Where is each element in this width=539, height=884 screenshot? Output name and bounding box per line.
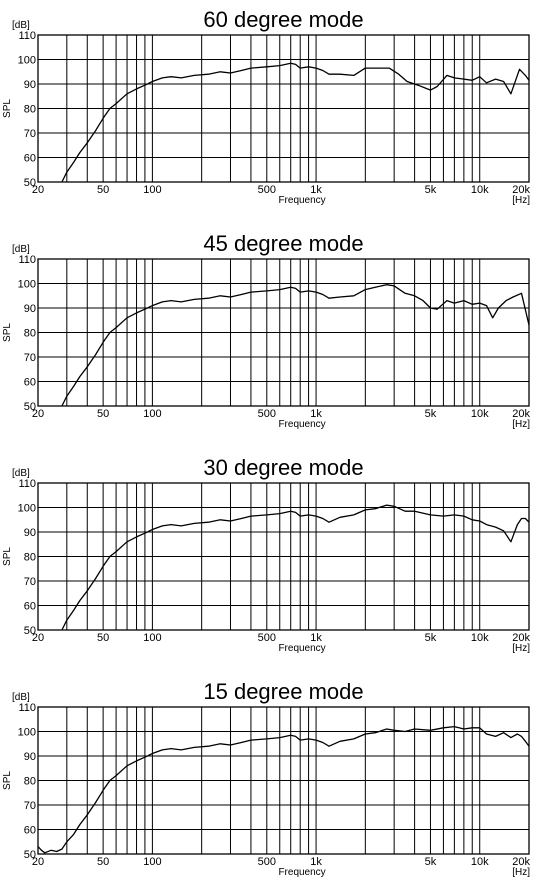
y-tick-label: 70 (24, 800, 36, 812)
spl-curve (37, 725, 530, 854)
x-axis-label: Frequency (278, 195, 325, 206)
x-tick-label: 1k (310, 184, 322, 196)
y-tick-label: 100 (18, 279, 36, 291)
horizontal-gridlines (38, 706, 529, 855)
x-unit-label: [Hz] (512, 419, 530, 430)
x-tick-label: 20 (32, 856, 44, 868)
y-tick-label: 110 (18, 478, 36, 490)
x-axis-label: Frequency (278, 419, 325, 430)
y-tick-label: 90 (24, 527, 36, 539)
y-tick-label: 90 (24, 79, 36, 91)
y-tick-label: 50 (24, 625, 36, 637)
x-tick-label: 10k (471, 408, 489, 420)
x-tick-label: 20 (32, 408, 44, 420)
y-tick-label: 90 (24, 303, 36, 315)
x-tick-label: 100 (143, 632, 161, 644)
x-tick-label: 5k (425, 408, 437, 420)
x-tick-label: 20 (32, 632, 44, 644)
chart-title: 15 degree mode (203, 679, 363, 704)
y-axis-label: SPL (2, 771, 13, 790)
x-tick-label: 50 (97, 184, 109, 196)
plot-frame (37, 706, 530, 855)
y-tick-label: 70 (24, 128, 36, 140)
y-tick-label: 70 (24, 576, 36, 588)
x-tick-label: 20 (32, 184, 44, 196)
y-unit-label: [dB] (12, 468, 30, 479)
y-tick-label: 70 (24, 352, 36, 364)
y-tick-label: 110 (18, 254, 36, 266)
x-tick-label: 50 (97, 408, 109, 420)
horizontal-gridlines (38, 34, 529, 183)
y-tick-label: 80 (24, 776, 36, 788)
y-tick-label: 90 (24, 751, 36, 763)
chart-title: 45 degree mode (203, 231, 363, 256)
x-tick-label: 100 (143, 856, 161, 868)
x-tick-label: 20k (512, 184, 530, 196)
x-axis-label: Frequency (278, 867, 325, 878)
chart-title: 60 degree mode (203, 7, 363, 32)
y-tick-label: 110 (18, 30, 36, 42)
y-unit-label: [dB] (12, 20, 30, 31)
y-tick-label: 60 (24, 825, 36, 837)
y-tick-label: 50 (24, 177, 36, 189)
y-tick-label: 100 (18, 727, 36, 739)
y-unit-label: [dB] (12, 692, 30, 703)
plot-frame (37, 482, 530, 631)
y-tick-label: 50 (24, 849, 36, 861)
horizontal-gridlines (38, 258, 529, 407)
x-unit-label: [Hz] (512, 643, 530, 654)
x-tick-label: 20k (512, 408, 530, 420)
y-tick-label: 50 (24, 401, 36, 413)
y-unit-label: [dB] (12, 244, 30, 255)
y-axis-label: SPL (2, 323, 13, 342)
x-tick-label: 50 (97, 632, 109, 644)
y-tick-label: 60 (24, 601, 36, 613)
y-tick-label: 110 (18, 702, 36, 714)
x-tick-label: 500 (258, 632, 276, 644)
x-tick-label: 500 (258, 408, 276, 420)
spl-curve (61, 62, 530, 183)
y-tick-label: 80 (24, 552, 36, 564)
y-tick-label: 80 (24, 328, 36, 340)
x-tick-label: 100 (143, 184, 161, 196)
y-tick-label: 60 (24, 377, 36, 389)
y-tick-label: 100 (18, 503, 36, 515)
x-tick-label: 20k (512, 632, 530, 644)
x-tick-label: 20k (512, 856, 530, 868)
x-tick-label: 1k (310, 408, 322, 420)
x-tick-label: 10k (471, 632, 489, 644)
x-tick-label: 5k (425, 856, 437, 868)
y-axis-label: SPL (2, 99, 13, 118)
plot-frame (37, 34, 530, 183)
x-tick-label: 500 (258, 856, 276, 868)
x-tick-label: 10k (471, 184, 489, 196)
x-tick-label: 1k (310, 632, 322, 644)
horizontal-gridlines (38, 482, 529, 631)
x-unit-label: [Hz] (512, 867, 530, 878)
spl-curve (61, 504, 530, 631)
y-tick-label: 100 (18, 55, 36, 67)
x-tick-label: 1k (310, 856, 322, 868)
plot-frame (37, 258, 530, 407)
chart-title: 30 degree mode (203, 455, 363, 480)
x-unit-label: [Hz] (512, 195, 530, 206)
y-axis-label: SPL (2, 547, 13, 566)
y-tick-label: 60 (24, 153, 36, 165)
x-axis-label: Frequency (278, 643, 325, 654)
x-tick-label: 5k (425, 632, 437, 644)
x-tick-label: 100 (143, 408, 161, 420)
y-tick-label: 80 (24, 104, 36, 116)
x-tick-label: 500 (258, 184, 276, 196)
x-tick-label: 50 (97, 856, 109, 868)
x-tick-label: 10k (471, 856, 489, 868)
x-tick-label: 5k (425, 184, 437, 196)
spl-curve (61, 284, 530, 407)
